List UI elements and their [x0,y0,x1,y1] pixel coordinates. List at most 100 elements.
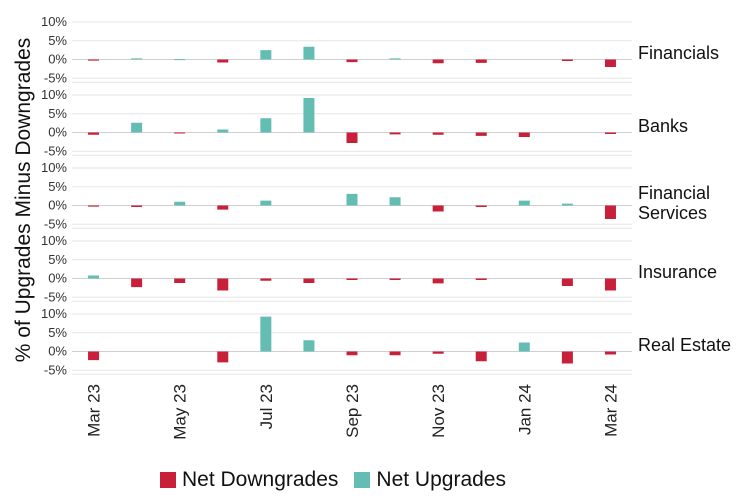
bar [303,46,315,60]
bar [174,278,186,283]
bar [260,50,272,60]
y-tick-label: 0% [48,271,67,286]
bar [303,98,315,133]
bar [260,118,272,133]
x-tick-label: Jan 24 [515,384,534,435]
bar [346,351,358,356]
y-tick-label: 10% [41,87,67,102]
legend: Net Downgrades Net Upgrades [160,468,512,492]
bar [217,205,229,210]
y-tick-label: 0% [48,344,67,359]
x-tick-label: Nov 23 [429,384,448,438]
bar [260,278,272,281]
legend-label-upgrades: Net Upgrades [376,468,506,491]
bar [389,278,401,280]
bar [217,59,229,63]
panel-label: Banks [638,116,688,136]
panel-label: Real Estate [638,335,731,355]
bar [389,58,401,60]
bar [389,197,401,206]
bar [217,129,229,133]
bar [88,132,100,135]
legend-item-downgrades: Net Downgrades [160,468,338,492]
y-tick-label: 5% [48,106,67,121]
bar [174,201,186,206]
panels: 10% 5% 0% -5% Financials 10% 5% 0% -5% Banks 10% 5%… [41,14,731,377]
y-tick-label: -5% [44,289,68,304]
bar [174,132,186,134]
bar [303,340,315,352]
panel-banks: 10% 5% 0% -5% Banks [41,87,688,158]
y-tick-label: -5% [44,362,68,377]
bar [432,205,444,212]
bar [346,59,358,63]
bar [217,351,229,363]
bar [561,351,573,364]
y-tick-label: 10% [41,14,67,29]
bar [475,205,487,207]
y-tick-label: 10% [41,233,67,248]
panel-label: Financial [638,183,710,203]
bar [174,59,186,61]
panel-insurance: 10% 5% 0% -5% Insurance [41,233,717,304]
bar [432,132,444,135]
bar [88,351,100,361]
bar [389,351,401,356]
y-tick-label: 5% [48,33,67,48]
y-tick-label: 0% [48,125,67,140]
bar [88,275,100,279]
y-axis-label: % of Upgrades Minus Downgrades [12,38,35,363]
bar [604,205,616,219]
y-tick-label: 0% [48,52,67,67]
bar [346,278,358,280]
bar [561,203,573,206]
y-tick-label: 0% [48,198,67,213]
bar [432,351,444,354]
legend-swatch-downgrades [160,472,176,488]
y-tick-label: -5% [44,70,68,85]
y-tick-label: -5% [44,216,68,231]
panel-real-estate: 10% 5% 0% -5% Real Estate [41,306,731,377]
bar [475,59,487,63]
legend-swatch-upgrades [354,472,371,488]
bar [604,351,616,355]
bar [432,59,444,64]
panel-label: Financials [638,43,719,63]
bar [131,58,143,60]
bar [518,342,530,352]
panel-financials: 10% 5% 0% -5% Financials [41,14,719,85]
x-tick-label: Sep 23 [343,384,362,438]
bar [561,59,573,61]
bar [518,200,530,206]
bar [604,278,616,291]
bar [88,59,100,61]
bar [561,278,573,286]
legend-item-upgrades: Net Upgrades [354,468,506,492]
bar [217,278,229,291]
y-tick-label: 5% [48,252,67,267]
bar [260,200,272,206]
bar [518,132,530,137]
bar [346,193,358,206]
x-tick-label: May 23 [171,384,190,440]
bar [131,122,143,133]
bar [389,132,401,135]
bar [604,59,616,67]
y-tick-label: 5% [48,179,67,194]
x-tick-label: Mar 23 [85,384,104,437]
panel-label: Services [638,203,707,223]
bar [131,205,143,207]
bar [346,132,358,143]
y-tick-label: 5% [48,325,67,340]
bar [432,278,444,284]
bar [475,278,487,280]
bar [604,132,616,134]
bar [131,278,143,288]
x-axis: Mar 23 May 23 Jul 23 Sep 23 Nov 23 Jan 24 Mar … [85,384,621,440]
legend-label-downgrades: Net Downgrades [182,468,339,491]
bar [260,316,272,352]
y-tick-label: 10% [41,160,67,175]
x-tick-label: Jul 23 [257,384,276,429]
